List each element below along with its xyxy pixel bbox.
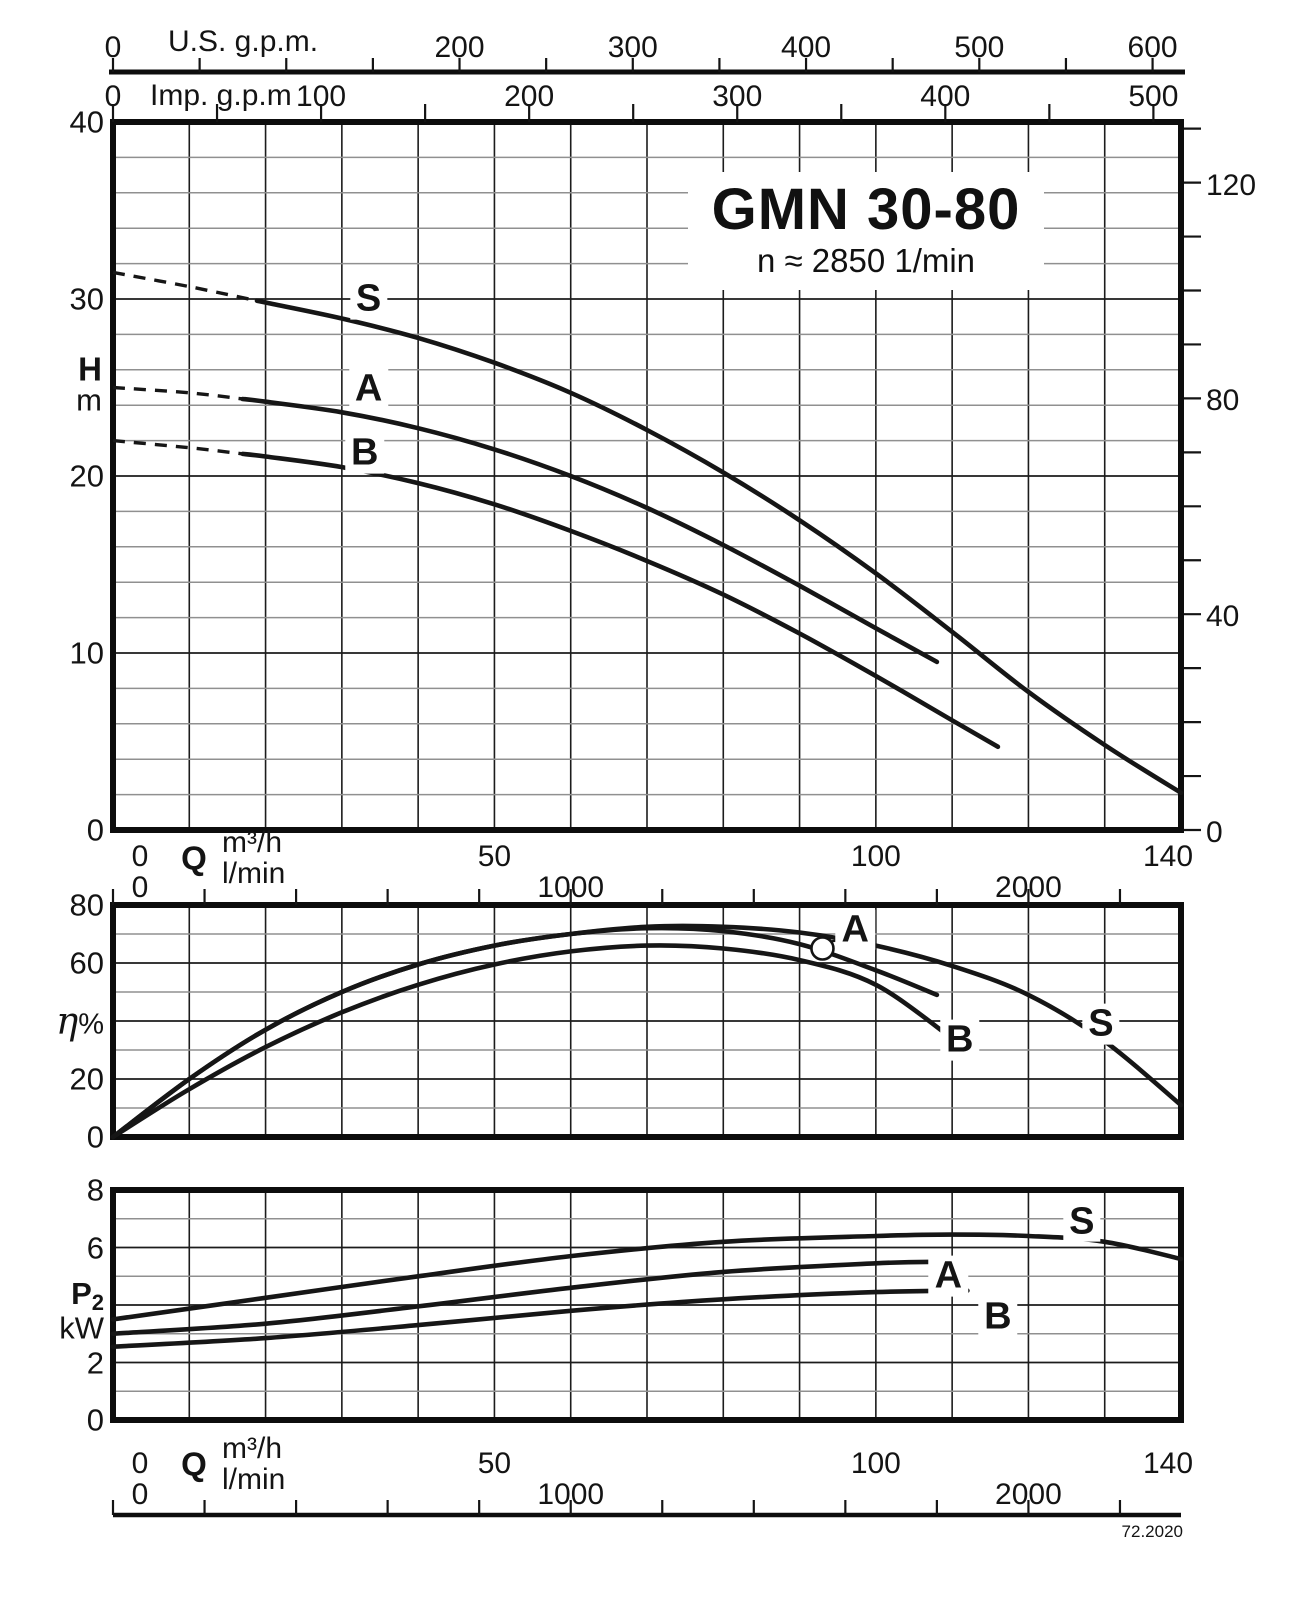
flow-unit-lmin-top: l/min bbox=[222, 857, 286, 890]
tick-head-ft-80: 80 bbox=[1206, 384, 1240, 418]
flow-unit-lmin-bottom: l/min bbox=[222, 1463, 286, 1496]
chart-frame bbox=[110, 1187, 1184, 1423]
tick-q-m3h-50-top: 50 bbox=[477, 840, 512, 873]
tick-eta-80: 80 bbox=[69, 887, 104, 923]
tick-q-lmin-1000-bottom: 1000 bbox=[537, 1478, 605, 1511]
tick-us-gpm-300: 300 bbox=[607, 31, 658, 64]
tick-us-gpm-200: 200 bbox=[434, 31, 485, 64]
curve-B-dashed bbox=[112, 438, 243, 456]
tick-q-m3h-0-bottom: 0 bbox=[131, 1447, 149, 1480]
imp-gpm-axis-title: Imp. g.p.m bbox=[150, 79, 292, 112]
curve-label-a: A bbox=[348, 368, 389, 410]
curve-S bbox=[254, 298, 1184, 796]
flow-unit-m3h-bottom: m³/h bbox=[222, 1432, 282, 1465]
curve-S bbox=[110, 1232, 1184, 1322]
chart-frame bbox=[110, 119, 1184, 833]
tick-us-gpm-0: 0 bbox=[104, 31, 122, 64]
tick-p2-6: 6 bbox=[86, 1230, 104, 1265]
curve-B bbox=[240, 451, 1001, 750]
curve-S-dashed bbox=[112, 270, 259, 303]
tick-imp-gpm-200: 200 bbox=[504, 80, 555, 113]
tick-eta-20: 20 bbox=[69, 1061, 104, 1097]
curve-A bbox=[110, 925, 940, 1140]
chart-frame bbox=[110, 902, 1184, 1140]
eta-percent-sign: % bbox=[78, 1008, 104, 1041]
pump-model: GMN 30-80 bbox=[711, 177, 1021, 242]
curve-label-b: B bbox=[345, 432, 385, 474]
tick-q-m3h-50-bottom: 50 bbox=[477, 1447, 512, 1480]
tick-q-m3h-100-bottom: 100 bbox=[850, 1447, 901, 1480]
tick-head-m-0: 0 bbox=[86, 812, 104, 848]
flow-axis-title-bottom: Q bbox=[181, 1445, 207, 1483]
eta-symbol: η bbox=[56, 999, 79, 1043]
tick-q-lmin-2000-top: 2000 bbox=[995, 871, 1062, 904]
kw-axis-title: kW bbox=[59, 1310, 104, 1346]
tick-q-m3h-100-top: 100 bbox=[850, 840, 901, 873]
tick-q-m3h-140-bottom: 140 bbox=[1142, 1447, 1194, 1480]
tick-imp-gpm-100: 100 bbox=[296, 80, 347, 113]
tick-us-gpm-600: 600 bbox=[1127, 31, 1178, 64]
tick-imp-gpm-400: 400 bbox=[920, 80, 971, 113]
tick-eta-60: 60 bbox=[69, 945, 104, 981]
curve-A bbox=[110, 1259, 940, 1337]
curve-B bbox=[110, 943, 955, 1140]
head-axis-title-h: H bbox=[78, 350, 102, 388]
tick-head-ft-120: 120 bbox=[1206, 168, 1257, 202]
curve-B bbox=[110, 1288, 970, 1349]
curve-label-s: S bbox=[1082, 1003, 1120, 1045]
curve-label-b: B bbox=[940, 1019, 980, 1061]
curve-label-b: B bbox=[978, 1296, 1018, 1337]
flow-axis-title-top: Q bbox=[181, 839, 207, 877]
flow-unit-m3h-top: m³/h bbox=[222, 826, 282, 859]
tick-q-lmin-1000-top: 1000 bbox=[537, 871, 605, 904]
tick-imp-gpm-300: 300 bbox=[712, 80, 763, 113]
tick-q-lmin-2000-bottom: 2000 bbox=[995, 1478, 1062, 1511]
tick-q-m3h-140-top: 140 bbox=[1142, 840, 1194, 873]
tick-head-m-10: 10 bbox=[69, 635, 104, 671]
curve-label-a: A bbox=[835, 909, 875, 951]
pump-speed: n ≈ 2850 1/min bbox=[756, 241, 976, 279]
tick-head-ft-0: 0 bbox=[1206, 816, 1223, 849]
tick-p2-0: 0 bbox=[86, 1402, 104, 1438]
tick-head-ft-40: 40 bbox=[1206, 600, 1240, 634]
document-code: 72.2020 bbox=[1121, 1522, 1183, 1541]
head-axis-title-m: m bbox=[76, 382, 102, 418]
curve-label-a: A bbox=[928, 1255, 969, 1297]
tick-head-m-30: 30 bbox=[69, 281, 104, 317]
curve-label-s: S bbox=[349, 278, 388, 320]
curve-A bbox=[240, 396, 940, 665]
curve-A-dashed bbox=[112, 385, 243, 401]
tick-imp-gpm-0: 0 bbox=[104, 80, 122, 113]
tick-us-gpm-500: 500 bbox=[954, 31, 1005, 64]
us-gpm-axis-title: U.S. g.p.m. bbox=[168, 25, 319, 58]
tick-imp-gpm-500: 500 bbox=[1128, 80, 1179, 113]
tick-p2-8: 8 bbox=[86, 1172, 104, 1208]
tick-q-lmin-0-bottom: 0 bbox=[131, 1478, 149, 1511]
tick-eta-0: 0 bbox=[86, 1119, 104, 1155]
tick-head-m-40: 40 bbox=[69, 104, 104, 140]
p2-axis-title: P2 bbox=[71, 1276, 104, 1315]
tick-p2-2: 2 bbox=[86, 1345, 104, 1380]
tick-us-gpm-400: 400 bbox=[781, 31, 832, 64]
tick-q-lmin-0-top: 0 bbox=[131, 871, 149, 904]
curve-label-s: S bbox=[1063, 1201, 1101, 1242]
eta-axis-title: η% bbox=[56, 1003, 104, 1040]
title-box: GMN 30-80 n ≈ 2850 1/min bbox=[688, 172, 1044, 290]
tick-head-m-20: 20 bbox=[69, 458, 104, 494]
tick-q-m3h-0-top: 0 bbox=[131, 840, 149, 873]
duty-point-marker bbox=[810, 936, 835, 961]
